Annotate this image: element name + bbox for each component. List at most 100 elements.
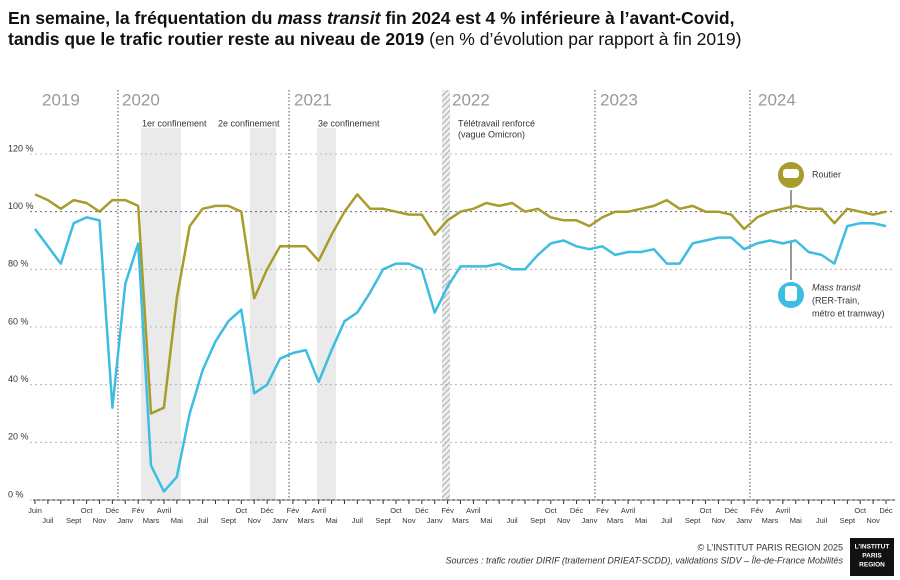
x-tick-label: Fév [751,506,764,515]
x-tick-label: Mai [480,516,492,525]
x-tick-label: Juil [352,516,364,525]
x-tick-label: Sept [221,516,237,525]
series-line [34,193,887,415]
x-tick-label: Juil [816,516,828,525]
year-label: 2022 [452,90,490,109]
x-tick-label: Janv [272,516,288,525]
year-label: 2024 [758,90,796,109]
annotation: 1er confinement [142,118,207,128]
x-tick-label: Sept [66,516,82,525]
x-tick-label: Oct [235,506,248,515]
x-tick-label: Oct [700,506,713,515]
x-tick-label: Janv [736,516,752,525]
y-tick-label: 120 % [8,143,34,153]
x-tick-label: Avril [466,506,481,515]
x-tick-label: Mai [635,516,647,525]
x-tick-label: Juil [197,516,209,525]
x-tick-label: Sept [375,516,391,525]
credit: © L’INSTITUT PARIS REGION 2025 [698,542,843,552]
x-tick-label: Mai [171,516,183,525]
x-tick-label: Nov [866,516,880,525]
x-tick-label: Déc [570,506,584,515]
x-tick-label: Oct [545,506,558,515]
x-tick-label: Mai [790,516,802,525]
legend-label: Routier [812,169,841,179]
year-label: 2020 [122,90,160,109]
x-tick-label: Nov [712,516,726,525]
x-tick-label: Nov [248,516,262,525]
x-tick-label: Mars [297,516,314,525]
x-tick-label: Avril [776,506,791,515]
annotation: 3e confinement [318,118,380,128]
y-tick-label: 40 % [8,374,29,384]
title-part: (en % d’évolution par rapport à fin 2019… [424,29,742,49]
x-tick-label: Déc [106,506,120,515]
year-label: 2019 [42,90,80,109]
title-part: mass transit [277,8,381,28]
train-icon [785,286,797,301]
title-part: fin 2024 est 4 % inférieure à l’avant-Co… [380,8,735,28]
x-tick-label: Nov [557,516,571,525]
lockdown-band [317,128,336,500]
x-tick-label: Mars [607,516,624,525]
year-separators [117,90,751,500]
logo [850,538,894,576]
logo-text: REGION [859,562,885,569]
title-part: tandis que le trafic routier reste au ni… [8,29,425,49]
x-tick-label: Mars [143,516,160,525]
chart-title: En semaine, la fréquentation du mass tra… [8,8,741,50]
x-tick-label: Fév [596,506,609,515]
x-tick-label: Avril [157,506,172,515]
x-tick-label: Fév [287,506,300,515]
x-tick-label: Oct [81,506,94,515]
y-tick-label: 100 % [8,201,34,211]
x-tick-label: Oct [854,506,867,515]
logo-text: L’INSTITUT [855,544,890,551]
title-line: tandis que le trafic routier reste au ni… [8,29,741,50]
x-tick-label: Juil [506,516,518,525]
x-tick-label: Fév [441,506,454,515]
x-tick-label: Avril [311,506,326,515]
x-tick-label: Juil [42,516,54,525]
car-icon [783,169,799,178]
x-tick-label: Juin [28,506,42,515]
y-tick-label: 80 % [8,259,29,269]
y-tick-label: 0 % [8,489,24,499]
annotation: Télétravail renforcé [458,118,535,128]
x-tick-label: Fév [132,506,145,515]
y-tick-label: 20 % [8,432,29,442]
x-tick-label: Mars [762,516,779,525]
x-tick-label: Nov [93,516,107,525]
x-tick-label: Déc [415,506,429,515]
x-tick-label: Déc [879,506,893,515]
x-tick-label: Avril [621,506,636,515]
x-tick-label: Juil [661,516,673,525]
x-tick-label: Déc [725,506,739,515]
lockdown-band [250,128,276,500]
y-tick-label: 60 % [8,316,29,326]
x-tick-label: Oct [390,506,403,515]
omicron-band [442,90,450,500]
x-tick-label: Déc [260,506,274,515]
x-tick-label: Nov [402,516,416,525]
x-tick-label: Janv [582,516,598,525]
source: Sources : trafic routier DIRIF (traiteme… [446,555,844,565]
legend-note: métro et tramway) [812,308,885,318]
logo-text: PARIS [862,553,882,560]
annotation: (vague Omicron) [458,129,525,139]
legend-note: (RER-Train, [812,295,860,305]
x-tick-label: Janv [117,516,133,525]
x-tick-label: Mai [326,516,338,525]
x-tick-label: Sept [685,516,701,525]
x-tick-label: Janv [427,516,443,525]
title-line: En semaine, la fréquentation du mass tra… [8,8,741,29]
year-label: 2021 [294,90,332,109]
x-tick-label: Mars [452,516,469,525]
title-part: En semaine, la fréquentation du [8,8,278,28]
annotation: 2e confinement [218,118,280,128]
year-label: 2023 [600,90,638,109]
x-tick-label: Sept [840,516,856,525]
legend-label: Mass transit [812,282,861,292]
